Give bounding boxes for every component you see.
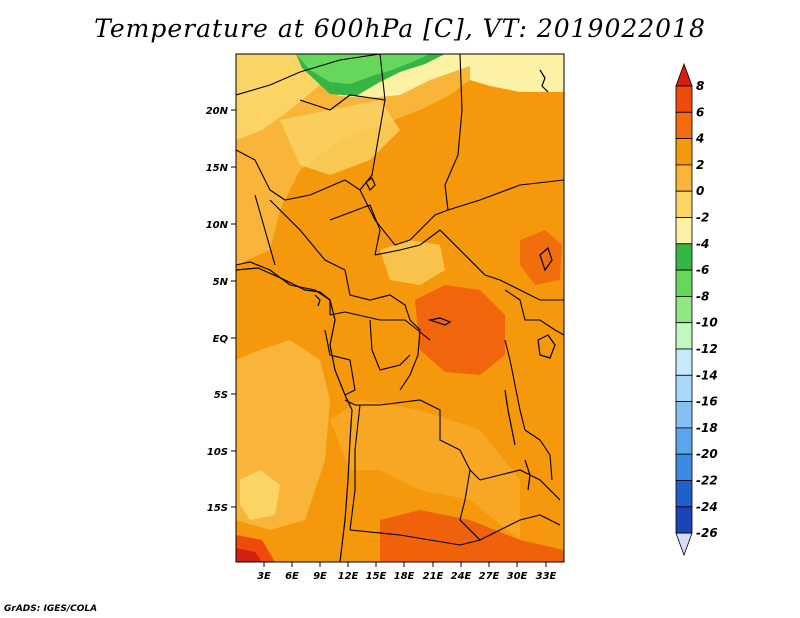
colorbar-swatch xyxy=(675,85,693,113)
colorbar-label: -8 xyxy=(696,289,709,303)
longitude-axis xyxy=(263,562,547,567)
colorbar-swatch xyxy=(675,401,693,429)
colorbar-label: -18 xyxy=(696,421,718,435)
longitude-labels: 3E 6E 9E 12E 15E 18E 21E 24E 27E 30E 33E xyxy=(257,571,556,582)
lat-tick-label: 15N xyxy=(206,163,229,174)
colorbar-label: 4 xyxy=(695,132,704,146)
colorbar-label: -2 xyxy=(696,211,709,225)
colorbar-label: -26 xyxy=(696,526,718,540)
colorbar-label: -22 xyxy=(696,474,718,488)
colorbar-label: 0 xyxy=(696,184,704,198)
lon-tick-label: 9E xyxy=(313,571,327,582)
map-title: Temperature at 600hPa [C], VT: 201902201… xyxy=(94,14,706,43)
colorbar-label: -6 xyxy=(696,263,709,277)
colorbar-swatch xyxy=(675,453,693,481)
lon-tick-label: 12E xyxy=(338,571,359,582)
colorbar-swatch xyxy=(675,190,693,218)
colorbar-swatch xyxy=(675,111,693,140)
colorbar-top-arrow xyxy=(675,62,693,87)
lat-tick-label: 5S xyxy=(214,390,228,401)
lon-tick-label: 24E xyxy=(451,571,472,582)
colorbar-label: -10 xyxy=(696,316,718,330)
lat-tick-label: 20N xyxy=(206,106,229,117)
coastlines-and-lakes xyxy=(235,69,556,563)
colorbar: 8 6 4 2 0 -2 -4 -6 -8 -10 -12 -14 -16 -18 -20 -22 -24 -26 xyxy=(675,62,718,557)
lon-tick-label: 15E xyxy=(366,571,387,582)
lat-tick-label: 15S xyxy=(207,503,228,514)
lon-tick-label: 33E xyxy=(536,571,557,582)
colorbar-bottom-arrow xyxy=(675,532,693,557)
lat-tick-label: 10S xyxy=(207,447,228,458)
colorbar-swatch xyxy=(675,427,693,455)
colorbar-swatch xyxy=(675,217,693,245)
colorbar-swatch xyxy=(675,164,693,192)
lon-tick-label: 21E xyxy=(423,571,444,582)
colorbar-label: -14 xyxy=(696,368,718,382)
latitude-axis xyxy=(231,109,236,508)
colorbar-swatch xyxy=(675,138,693,166)
colorbar-label: 2 xyxy=(696,158,704,172)
lat-tick-label: 10N xyxy=(206,220,229,231)
grads-credit: GrADS: IGES/COLA xyxy=(4,604,98,614)
colorbar-swatch xyxy=(675,374,693,402)
colorbar-swatch xyxy=(675,243,693,271)
colorbar-label: -24 xyxy=(696,500,718,514)
lat-tick-label: EQ xyxy=(213,334,229,345)
colorbar-swatch xyxy=(675,348,693,376)
latitude-labels: 20N 15N 10N 5N EQ 5S 10S 15S xyxy=(206,106,229,514)
colorbar-swatch xyxy=(675,480,693,508)
colorbar-label: -16 xyxy=(696,395,718,409)
lon-tick-label: 3E xyxy=(257,571,271,582)
temperature-field xyxy=(236,54,564,562)
lon-tick-label: 30E xyxy=(507,571,528,582)
lon-tick-label: 6E xyxy=(285,571,299,582)
country-borders xyxy=(236,54,564,546)
lat-tick-label: 5N xyxy=(213,277,229,288)
colorbar-swatch xyxy=(675,322,693,350)
colorbar-label: 6 xyxy=(696,105,704,119)
colorbar-swatch xyxy=(675,295,693,324)
colorbar-label: -12 xyxy=(696,342,718,356)
colorbar-swatch xyxy=(675,269,693,297)
lon-tick-label: 18E xyxy=(394,571,415,582)
colorbar-label: -20 xyxy=(696,447,718,461)
plot-frame xyxy=(235,53,565,563)
lon-tick-label: 27E xyxy=(479,571,500,582)
colorbar-label: -4 xyxy=(696,237,709,251)
colorbar-swatch xyxy=(675,506,693,534)
colorbar-label: 8 xyxy=(696,79,704,93)
